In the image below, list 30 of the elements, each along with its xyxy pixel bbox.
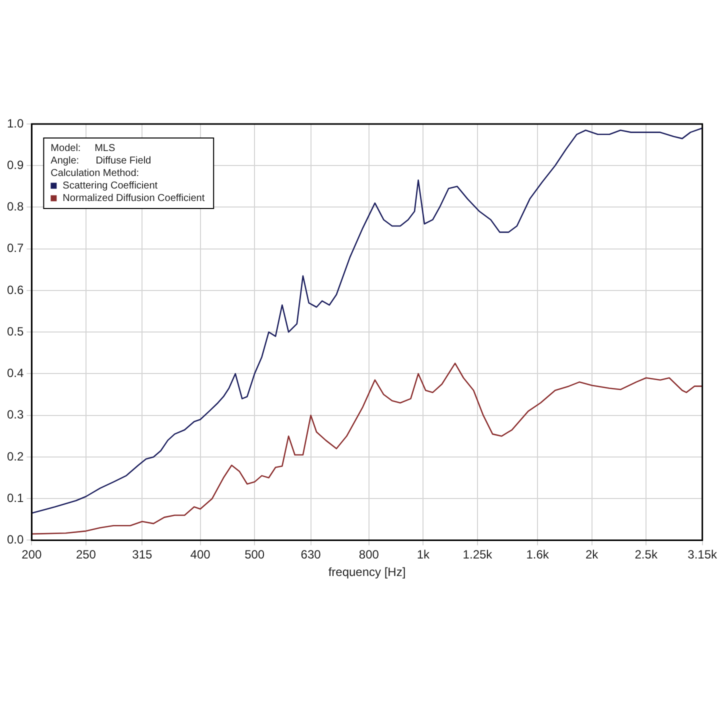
x-tick-label: 1.6k [526, 548, 550, 562]
y-tick-label: 1.0 [6, 116, 24, 130]
y-tick-label: 0.3 [6, 408, 24, 422]
y-tick-label: 0.2 [6, 449, 24, 464]
x-tick-label: 1.25k [462, 548, 494, 562]
x-tick-label: 3.15k [688, 548, 718, 562]
y-tick-label: 0.9 [6, 158, 24, 172]
legend-label: Scattering Coefficient [62, 180, 158, 192]
y-tick-label: 0.7 [6, 241, 24, 256]
legend-label: Normalized Diffusion Coefficient [62, 193, 205, 204]
x-tick-label: 1k [416, 548, 431, 562]
x-axis-title: frequency [Hz] [328, 565, 406, 580]
x-tick-label: 800 [358, 548, 380, 562]
y-tick-label: 0.5 [6, 324, 24, 338]
y-tick-label: 0.1 [6, 490, 24, 505]
x-tick-label: 630 [300, 548, 322, 562]
annotation: Calculation Method: [50, 168, 140, 179]
x-tick-label: 315 [132, 548, 153, 562]
x-tick-label: 2.5k [634, 548, 658, 562]
y-tick-label: 0.8 [6, 200, 24, 214]
y-tick-label: 0.4 [6, 366, 24, 380]
x-tick-label: 200 [22, 548, 42, 562]
y-tick-label: 0.0 [6, 532, 24, 547]
x-tick-label: 400 [190, 548, 211, 562]
annotation: Angle: Diffuse Field [50, 156, 152, 166]
x-tick-label: 500 [244, 548, 265, 562]
x-tick-label: 2k [585, 548, 600, 562]
x-tick-label: 250 [76, 548, 96, 562]
annotation: Model: MLS [50, 143, 116, 154]
y-tick-label: 0.6 [6, 282, 24, 297]
